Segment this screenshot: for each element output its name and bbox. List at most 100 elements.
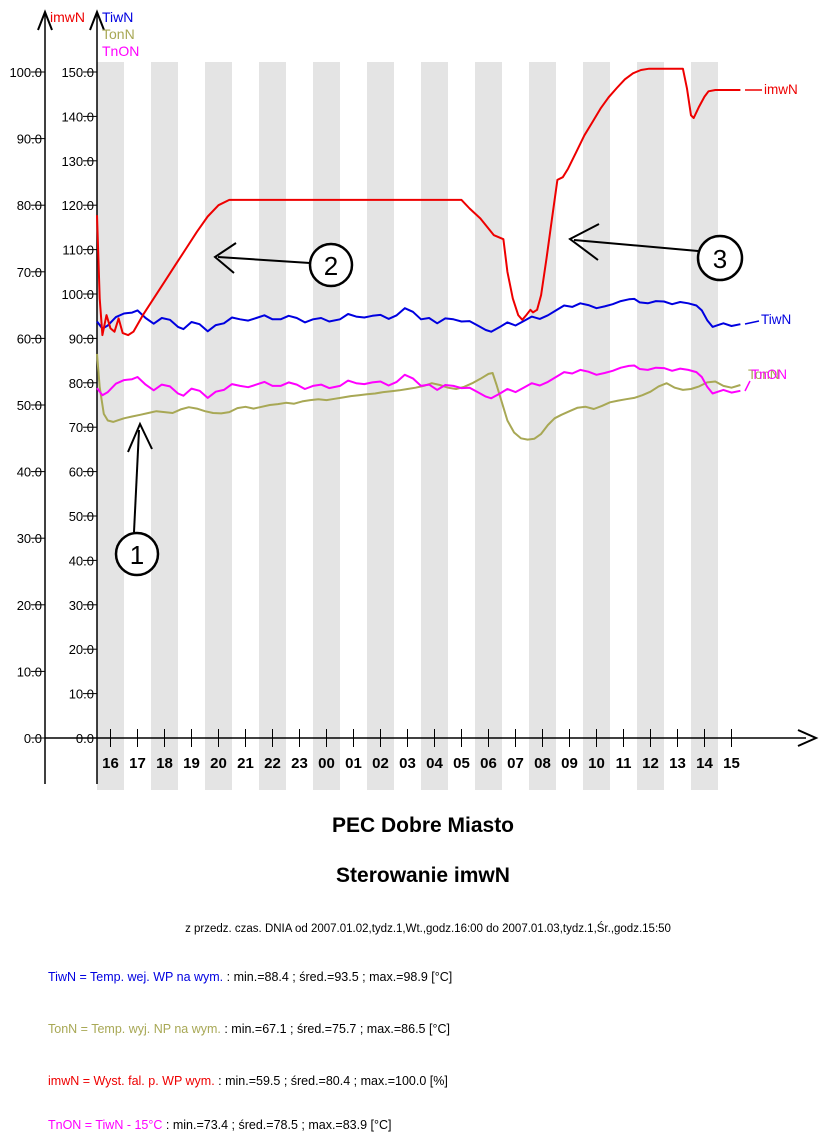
annotation-arrow-line-1 bbox=[133, 429, 140, 533]
hour-label-20: 20 bbox=[210, 755, 227, 772]
time-range-caption: z przedz. czas. DNIA od 2007.01.02,tydz.… bbox=[185, 923, 671, 935]
hour-label-01: 01 bbox=[345, 755, 362, 772]
hour-label-13: 13 bbox=[669, 755, 686, 772]
annotation-arrowhead-icon-1 bbox=[127, 421, 153, 453]
axis-title-TiwN: TiwN bbox=[102, 9, 133, 25]
temp-tick-label: 150.0 bbox=[61, 65, 94, 80]
hour-stripe-04 bbox=[421, 62, 448, 790]
hour-label-02: 02 bbox=[372, 755, 389, 772]
imw-tick-label: 80.0 bbox=[17, 198, 42, 213]
imw-tick-label: 70.0 bbox=[17, 265, 42, 280]
legend-series-stats: : min.=73.4 ; śred.=78.5 ; max.=83.9 [°C… bbox=[162, 1118, 392, 1132]
curve-TiwN bbox=[96, 297, 741, 333]
curve-TnON bbox=[96, 364, 741, 400]
hour-stripe-18 bbox=[151, 62, 178, 790]
hour-label-09: 09 bbox=[561, 755, 578, 772]
annotation-number-3: 3 bbox=[713, 244, 727, 274]
legend-line-3: TnON = TiwN - 15°C : min.=73.4 ; śred.=7… bbox=[48, 1118, 391, 1132]
temp-tick-label: 110.0 bbox=[62, 243, 94, 258]
legend-line-0: TiwN = Temp. wej. WP na wym. : min.=88.4… bbox=[48, 970, 452, 984]
legend-series-stats: : min.=59.5 ; śred.=80.4 ; max.=100.0 [%… bbox=[214, 1074, 448, 1088]
curve-label-TiwN: TiwN bbox=[761, 312, 791, 327]
hour-stripe-16 bbox=[97, 62, 124, 790]
temp-axis-arrow-icon bbox=[89, 9, 105, 31]
hour-stripe-02 bbox=[367, 62, 394, 790]
annotation-number-1: 1 bbox=[130, 540, 144, 570]
hour-label-14: 14 bbox=[696, 755, 713, 772]
temp-tick-label: 120.0 bbox=[61, 198, 94, 213]
imw-tick-label: 100.0 bbox=[9, 65, 42, 80]
hour-stripe-00 bbox=[313, 62, 340, 790]
legend-series-name: imwN = Wyst. fal. p. WP wym. bbox=[48, 1074, 215, 1088]
temp-tick-label: 30.0 bbox=[69, 598, 94, 613]
axis-title-TnON: TnON bbox=[102, 43, 139, 59]
temp-tick-label: 100.0 bbox=[61, 287, 94, 302]
axis-title-imwN: imwN bbox=[50, 9, 85, 25]
imw-tick-label: 20.0 bbox=[17, 598, 42, 613]
annotation-arrow-line-3 bbox=[573, 239, 699, 252]
hour-label-00: 00 bbox=[318, 755, 335, 772]
annotation-arrowhead-icon-2 bbox=[213, 242, 237, 274]
hour-stripe-06 bbox=[475, 62, 502, 790]
legend-series-name: TnON = TiwN - 15°C bbox=[48, 1118, 163, 1132]
hour-label-12: 12 bbox=[642, 755, 659, 772]
annotation-circle-3 bbox=[696, 234, 744, 282]
imw-tick-label: 60.0 bbox=[17, 331, 42, 346]
annotation-circle-1 bbox=[114, 531, 160, 577]
temp-tick-label: 130.0 bbox=[61, 154, 94, 169]
imw-axis-arrow-icon bbox=[37, 9, 53, 31]
hour-stripe-10 bbox=[583, 62, 610, 790]
temp-tick-label: 20.0 bbox=[69, 642, 94, 657]
legend-series-name: TonN = Temp. wyj. NP na wym. bbox=[48, 1022, 221, 1036]
imw-tick-label: 0.0 bbox=[24, 731, 42, 746]
hour-label-08: 08 bbox=[534, 755, 551, 772]
hour-label-10: 10 bbox=[588, 755, 605, 772]
hour-label-07: 07 bbox=[507, 755, 524, 772]
curve-label-TnON: TnON bbox=[751, 367, 787, 382]
imw-tick-label: 10.0 bbox=[17, 664, 42, 679]
temp-tick-label: 50.0 bbox=[69, 509, 94, 524]
hour-label-23: 23 bbox=[291, 755, 308, 772]
x-axis-arrow-icon bbox=[797, 729, 819, 747]
leader-TnON bbox=[744, 380, 751, 392]
hour-stripe-22 bbox=[259, 62, 286, 790]
curve-label-imwN: imwN bbox=[764, 82, 798, 97]
imw-tick-label: 50.0 bbox=[17, 398, 42, 413]
hour-stripe-08 bbox=[529, 62, 556, 790]
legend-series-name: TiwN = Temp. wej. WP na wym. bbox=[48, 970, 224, 984]
temp-tick-label: 140.0 bbox=[61, 109, 94, 124]
hour-label-05: 05 bbox=[453, 755, 470, 772]
curve-label-TonN: TonN bbox=[748, 367, 780, 382]
temp-tick-label: 90.0 bbox=[69, 331, 94, 346]
temp-tick-label: 10.0 bbox=[69, 687, 94, 702]
hour-label-17: 17 bbox=[129, 755, 146, 772]
hour-stripe-20 bbox=[205, 62, 232, 790]
axis-title-TonN: TonN bbox=[102, 26, 135, 42]
page-title: PEC Dobre Miasto bbox=[331, 814, 515, 837]
annotation-number-2: 2 bbox=[324, 251, 338, 281]
annotation-arrow-line-2 bbox=[217, 256, 311, 264]
legend-series-stats: : min.=88.4 ; śred.=93.5 ; max.=98.9 [°C… bbox=[223, 970, 453, 984]
leader-TiwN bbox=[744, 320, 760, 325]
imw-tick-label: 40.0 bbox=[17, 465, 42, 480]
hour-label-19: 19 bbox=[183, 755, 200, 772]
hour-label-18: 18 bbox=[156, 755, 173, 772]
annotation-circle-2 bbox=[308, 242, 354, 288]
hour-label-16: 16 bbox=[102, 755, 119, 772]
hour-label-11: 11 bbox=[616, 755, 632, 772]
hour-label-21: 21 bbox=[237, 755, 254, 772]
hour-stripe-14 bbox=[691, 62, 718, 790]
trend-chart: 0.0 10.0 20.0 30.0 40.0 50.0 60.0 70.0 80.0 90.0 1… bbox=[9, 9, 819, 790]
hour-label-03: 03 bbox=[399, 755, 416, 772]
temp-tick-label: 40.0 bbox=[69, 553, 94, 568]
legend-series-stats: : min.=67.1 ; śred.=75.7 ; max.=86.5 [°C… bbox=[220, 1022, 450, 1036]
chart-subtitle-title: Sterowanie imwN bbox=[336, 864, 510, 887]
temp-tick-label: 80.0 bbox=[69, 376, 94, 391]
hour-label-04: 04 bbox=[426, 755, 443, 772]
hour-label-06: 06 bbox=[480, 755, 497, 772]
imw-tick-label: 30.0 bbox=[17, 531, 42, 546]
legend-line-2: imwN = Wyst. fal. p. WP wym. : min.=59.5… bbox=[48, 1074, 448, 1088]
annotation-arrowhead-icon-3 bbox=[568, 223, 600, 261]
curve-TonN bbox=[96, 353, 741, 441]
